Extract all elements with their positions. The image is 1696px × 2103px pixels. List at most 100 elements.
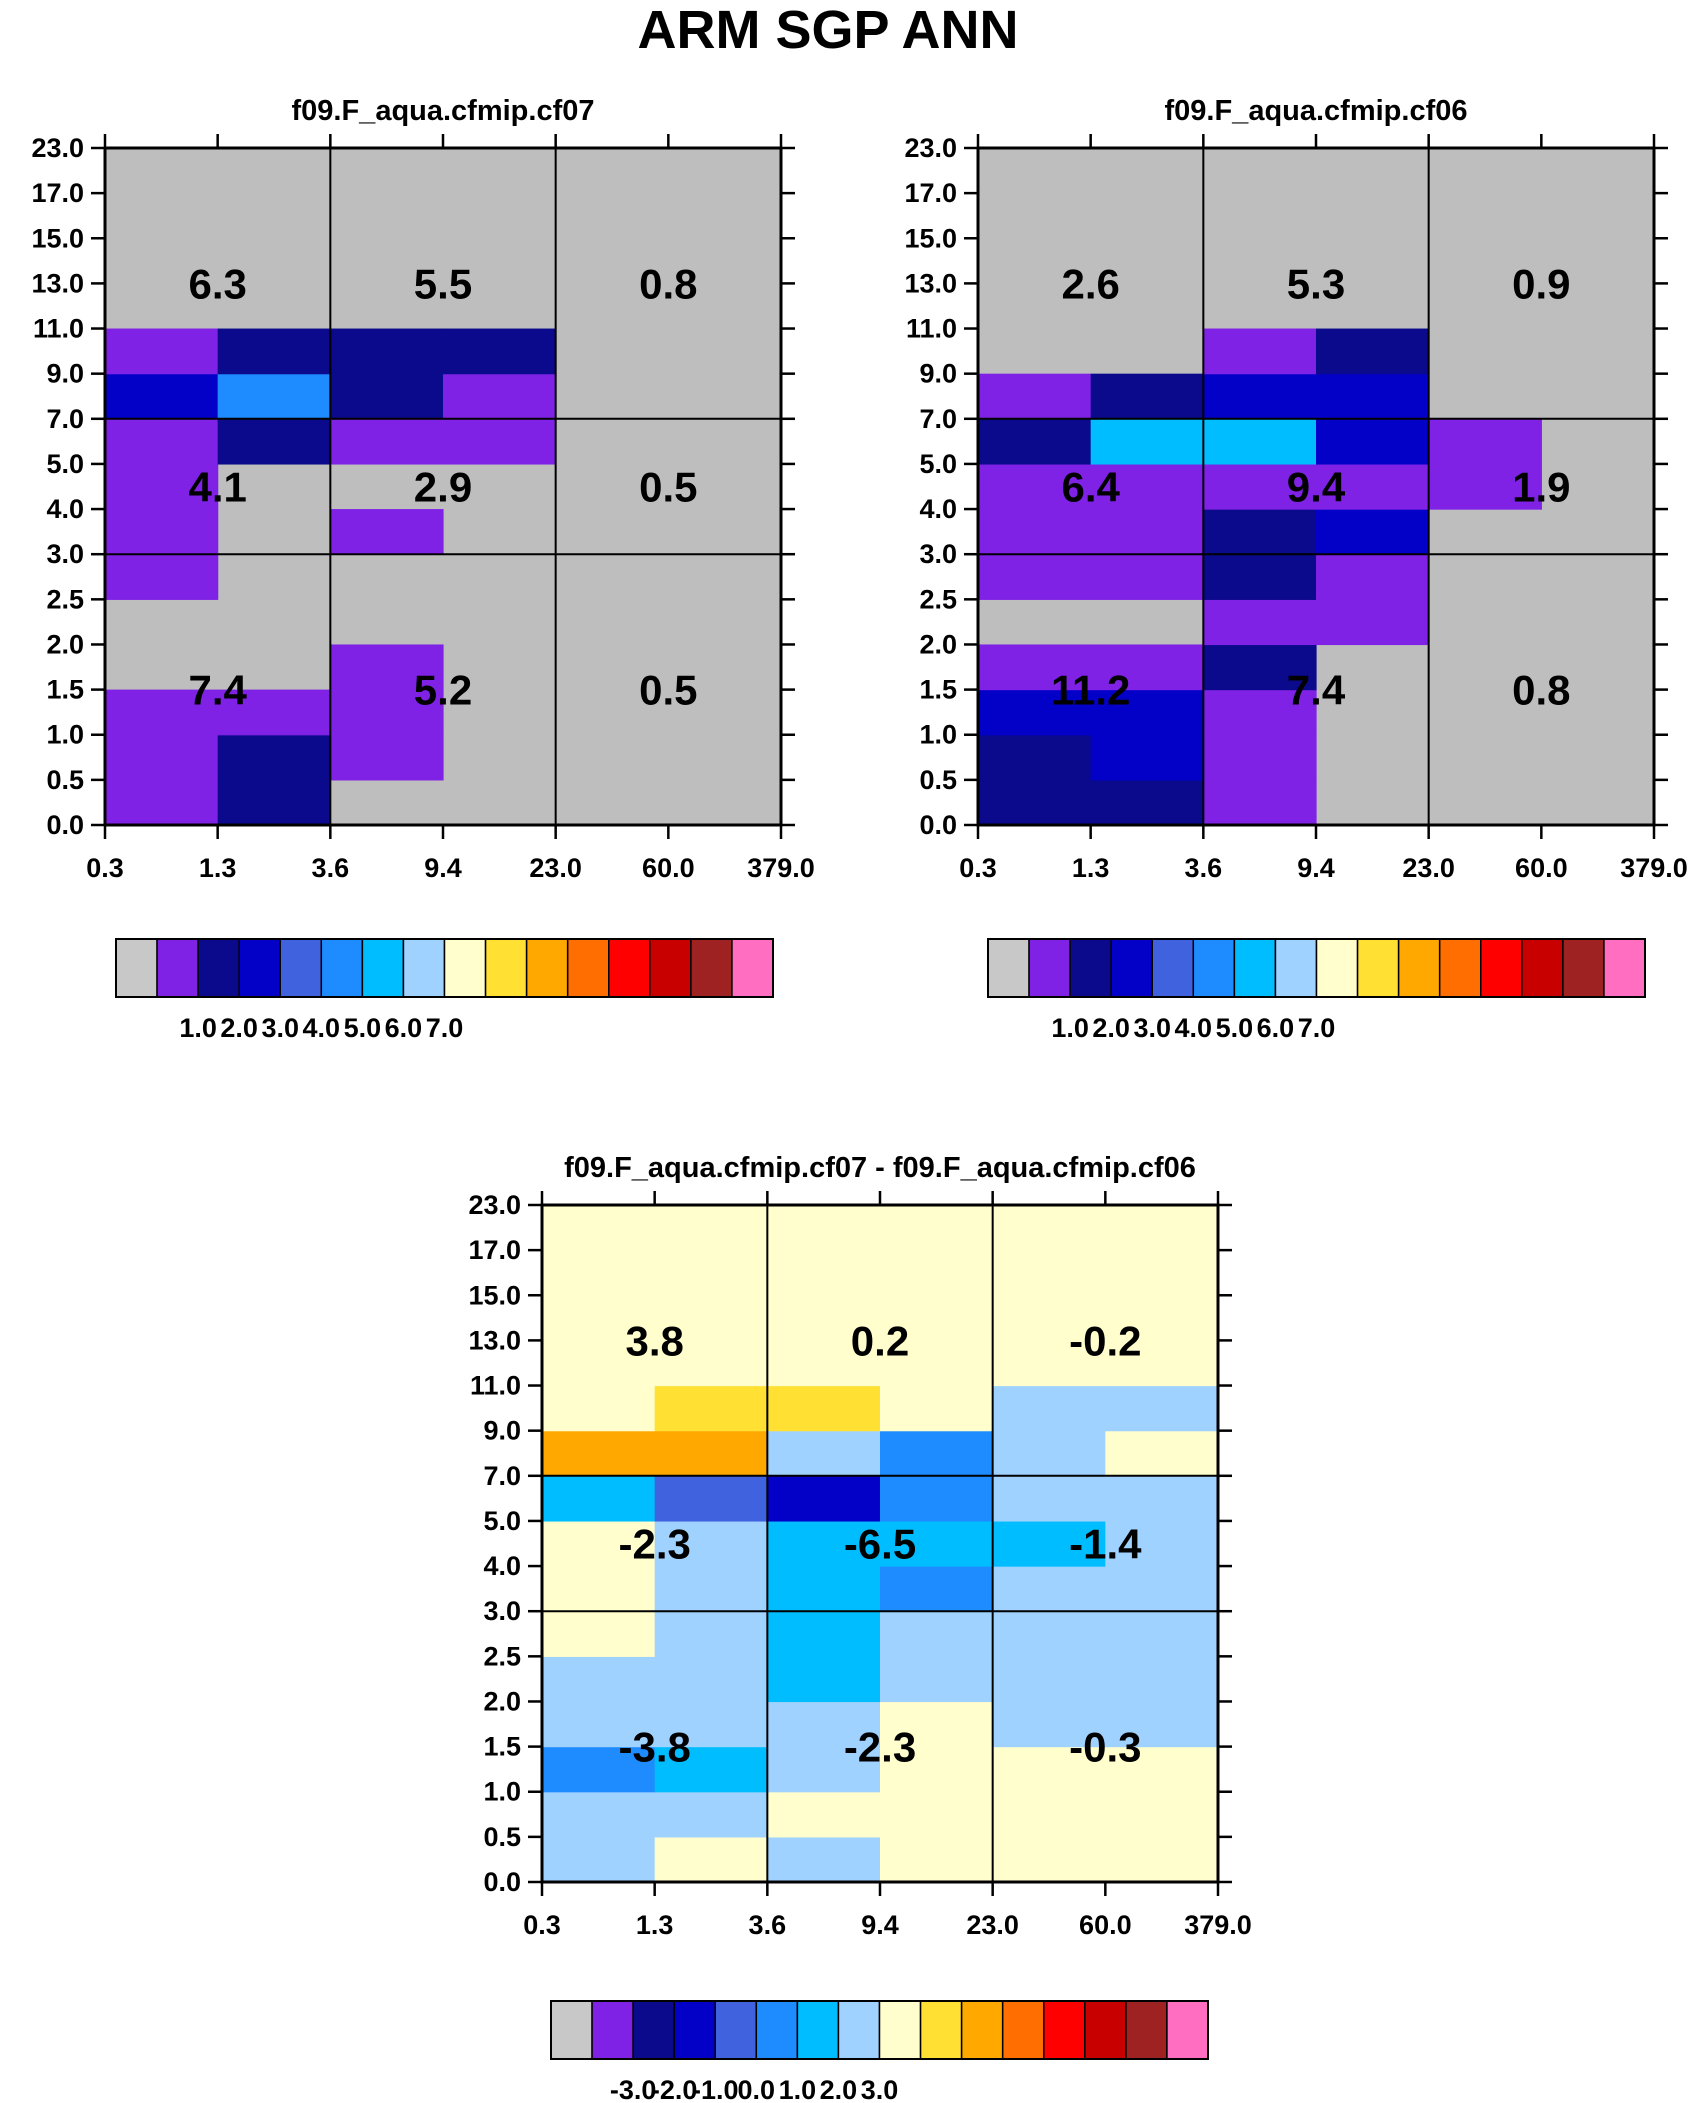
colorbar-frame: [550, 2000, 1209, 2060]
colorbar-swatch: [525, 938, 569, 998]
box-value-label: 0.9: [1512, 260, 1570, 307]
heatmap-cell: [654, 1746, 768, 1793]
heatmap-cell: [1105, 1205, 1219, 1251]
y-tick-label: 15.0: [904, 223, 957, 253]
box-value-label: 2.6: [1061, 260, 1119, 307]
heatmap-cell: [1105, 1611, 1219, 1657]
heatmap-cell: [654, 1520, 768, 1567]
x-tick-label: 3.6: [1185, 853, 1223, 883]
colorbar-label: 1.0: [1051, 1013, 1089, 1043]
heatmap-cell: [217, 779, 331, 826]
heatmap-cell: [767, 1205, 881, 1251]
colorbar-swatch: [115, 938, 158, 998]
y-tick-label: 1.5: [919, 675, 957, 705]
y-tick-label: 2.0: [46, 629, 84, 659]
colorbar-swatch: [238, 938, 281, 998]
colorbar-swatch: [1043, 2000, 1086, 2060]
heatmap-cell: [330, 644, 444, 691]
heatmap-cell: [880, 1656, 994, 1703]
heatmap-cell: [1090, 734, 1204, 781]
heatmap-cell: [1105, 1701, 1219, 1748]
heatmap-cell: [1090, 509, 1204, 555]
colorbar-swatch: [550, 2000, 593, 2060]
box-value-label: -0.3: [1069, 1724, 1141, 1771]
heatmap-cell: [105, 373, 219, 420]
heatmap-cell: [767, 1836, 881, 1883]
colorbar-swatch: [690, 938, 733, 998]
colorbar-swatch: [1233, 938, 1277, 998]
heatmap-cell: [654, 1205, 768, 1251]
heatmap-cell: [992, 1701, 1106, 1748]
heatmap-cell: [880, 1205, 994, 1251]
heatmap-cell: [654, 1656, 768, 1703]
colorbar-swatch: [755, 2000, 799, 2060]
colorbar-swatch: [987, 938, 1030, 998]
heatmap-cell: [105, 328, 219, 375]
y-tick-label: 0.5: [919, 765, 957, 795]
heatmap-cell: [542, 1656, 656, 1703]
heatmap-cell: [1090, 644, 1204, 691]
heatmap-cell: [992, 1746, 1106, 1793]
colorbar-swatch: [1562, 938, 1605, 998]
heatmap-cell: [978, 779, 1092, 826]
heatmap-cell: [654, 1250, 768, 1296]
heatmap-cell: [1090, 373, 1204, 420]
heatmap-cell: [992, 1791, 1106, 1838]
y-tick-label: 2.5: [46, 584, 84, 614]
heatmap-cell: [1203, 599, 1317, 646]
y-tick-label: 7.0: [919, 404, 957, 434]
box-value-label: 7.4: [188, 667, 247, 714]
heatmap-cell: [654, 1385, 768, 1432]
x-tick-label: 9.4: [424, 853, 462, 883]
heatmap-cell: [880, 1791, 994, 1838]
box-value-label: -6.5: [844, 1521, 916, 1568]
x-tick-label: 379.0: [747, 853, 815, 883]
heatmap-cell: [978, 509, 1092, 555]
panel-title: f09.F_aqua.cfmip.cf07: [292, 95, 595, 127]
heatmap-cell: [654, 1475, 768, 1522]
heatmap-cell: [654, 1340, 768, 1387]
heatmap-cell: [542, 1566, 656, 1612]
colorbar-label: 5.0: [1216, 1013, 1254, 1043]
heatmap-cell: [978, 463, 1092, 510]
y-tick-label: 0.0: [483, 1867, 521, 1897]
heatmap-cell: [105, 418, 219, 465]
y-tick-label: 4.0: [919, 494, 957, 524]
colorbar-label: 3.0: [261, 1013, 299, 1043]
panel-title: f09.F_aqua.cfmip.cf07 - f09.F_aqua.cfmip…: [564, 1152, 1196, 1184]
y-tick-label: 1.5: [483, 1732, 521, 1762]
heatmap-cell: [767, 1656, 881, 1703]
y-tick-label: 4.0: [46, 494, 84, 524]
y-tick-label: 1.5: [46, 675, 84, 705]
colorbar-label: 4.0: [303, 1013, 341, 1043]
colorbar-swatch: [714, 2000, 758, 2060]
heatmap-cell: [978, 734, 1092, 781]
colorbar-swatch: [1397, 938, 1441, 998]
colorbar-swatch: [673, 2000, 716, 2060]
heatmap-cell: [542, 1701, 656, 1748]
colorbar-label: 7.0: [1298, 1013, 1336, 1043]
heatmap-cell: [330, 418, 444, 465]
heatmap-cell: [105, 509, 219, 555]
x-tick-label: 9.4: [861, 1910, 899, 1940]
heatmap-cell: [880, 1566, 994, 1612]
heatmap-cell: [1105, 1746, 1219, 1793]
heatmap-cell: [992, 1340, 1106, 1387]
x-tick-label: 23.0: [1402, 853, 1455, 883]
box-value-label: 2.9: [414, 464, 472, 511]
x-tick-label: 60.0: [642, 853, 695, 883]
heatmap-cell: [1203, 644, 1317, 691]
heatmap-cell: [880, 1475, 994, 1522]
y-tick-label: 15.0: [468, 1280, 521, 1310]
y-tick-label: 1.0: [919, 720, 957, 750]
heatmap-cell: [767, 1611, 881, 1657]
box-value-label: -0.2: [1069, 1317, 1141, 1364]
heatmap-cell: [1105, 1430, 1219, 1477]
colorbar-swatch: [1192, 938, 1236, 998]
heatmap-cell: [1105, 1836, 1219, 1883]
colorbar-swatch: [1521, 938, 1564, 998]
heatmap-cell: [1203, 328, 1317, 375]
colorbar-swatch: [796, 2000, 840, 2060]
colorbar-swatch: [484, 938, 528, 998]
heatmap-cell: [105, 554, 219, 600]
